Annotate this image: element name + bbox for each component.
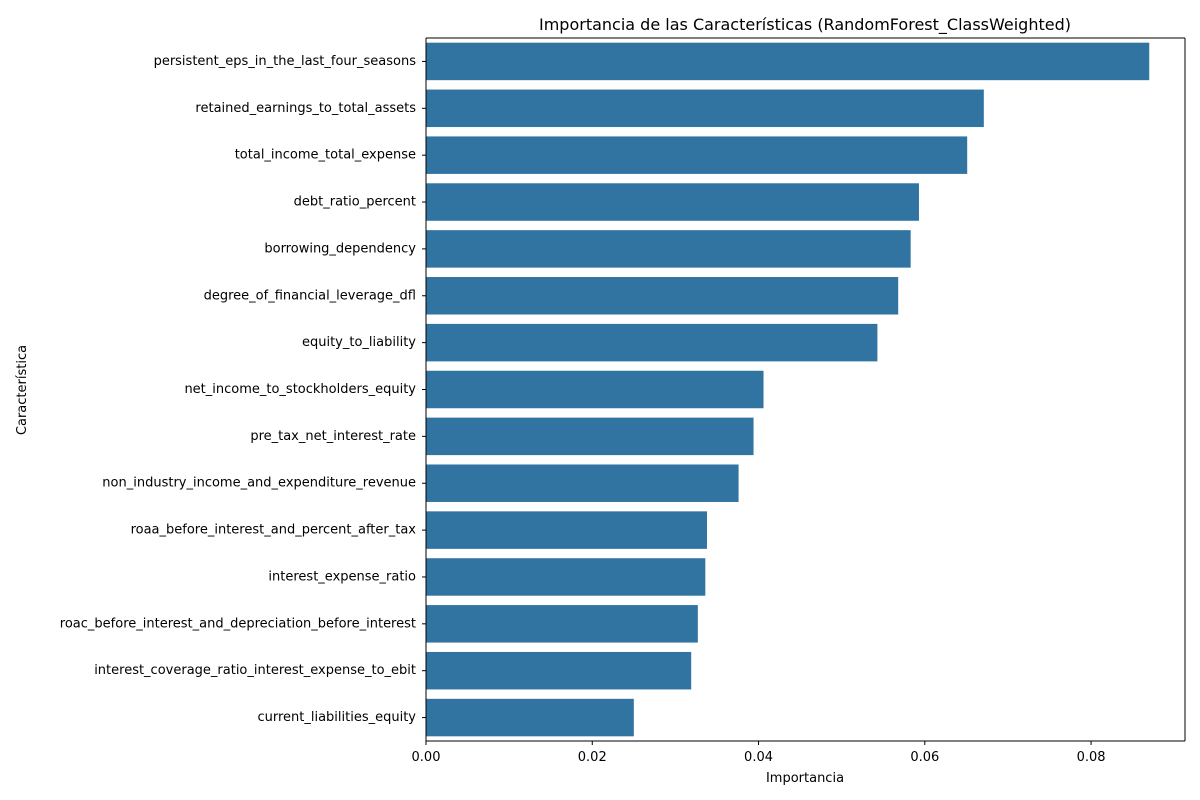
- y-tick-label: degree_of_financial_leverage_dfl: [204, 288, 416, 303]
- y-tick-label: total_income_total_expense: [235, 148, 416, 163]
- y-tick-label: non_industry_income_and_expenditure_reve…: [102, 476, 416, 491]
- bar-roaa_before_interest_and_percent_after_tax: [426, 511, 707, 549]
- y-tick-label: equity_to_liability: [302, 335, 416, 350]
- bars-group: [426, 42, 1150, 737]
- x-tick-label: 0.00: [412, 750, 441, 765]
- x-tick-label: 0.04: [744, 750, 773, 765]
- bar-equity_to_liability: [426, 323, 878, 362]
- bar-retained_earnings_to_total_assets: [426, 89, 984, 128]
- bar-current_liabilities_equity: [426, 698, 634, 737]
- y-tick-label: net_income_to_stockholders_equity: [184, 382, 416, 397]
- bar-non_industry_income_and_expenditure_revenue: [426, 464, 739, 502]
- y-axis-label: Característica: [15, 345, 30, 435]
- x-tick-label: 0.08: [1077, 750, 1106, 765]
- chart-title: Importancia de las Características (Rand…: [539, 15, 1071, 35]
- bar-debt_ratio_percent: [426, 183, 919, 221]
- y-tick-labels: persistent_eps_in_the_last_four_seasonsr…: [60, 54, 426, 725]
- y-tick-label: current_liabilities_equity: [257, 710, 416, 725]
- y-tick-label: interest_coverage_ratio_interest_expense…: [94, 663, 416, 678]
- y-tick-label: interest_expense_ratio: [268, 569, 416, 584]
- y-tick-label: borrowing_dependency: [264, 241, 416, 256]
- x-axis-label: Importancia: [766, 771, 844, 786]
- y-tick-label: roac_before_interest_and_depreciation_be…: [60, 616, 416, 631]
- bar-net_income_to_stockholders_equity: [426, 370, 764, 409]
- y-tick-label: debt_ratio_percent: [294, 195, 416, 210]
- y-tick-label: persistent_eps_in_the_last_four_seasons: [154, 54, 417, 69]
- bar-roac_before_interest_and_depreciation_before_interest: [426, 605, 698, 643]
- y-tick-label: retained_earnings_to_total_assets: [195, 101, 416, 116]
- y-tick-label: roaa_before_interest_and_percent_after_t…: [131, 523, 417, 538]
- bar-interest_expense_ratio: [426, 558, 706, 596]
- bar-borrowing_dependency: [426, 230, 911, 268]
- x-tick-label: 0.02: [578, 750, 607, 765]
- x-tick-label: 0.06: [910, 750, 939, 765]
- y-tick-label: pre_tax_net_interest_rate: [250, 429, 416, 444]
- bar-pre_tax_net_interest_rate: [426, 417, 754, 456]
- bar-degree_of_financial_leverage_dfl: [426, 277, 899, 315]
- bar-persistent_eps_in_the_last_four_seasons: [426, 42, 1150, 81]
- x-ticks: 0.00 0.02 0.04 0.06 0.08: [412, 741, 1106, 765]
- bar-total_income_total_expense: [426, 136, 968, 174]
- bar-interest_coverage_ratio_interest_expense_to_ebit: [426, 651, 692, 690]
